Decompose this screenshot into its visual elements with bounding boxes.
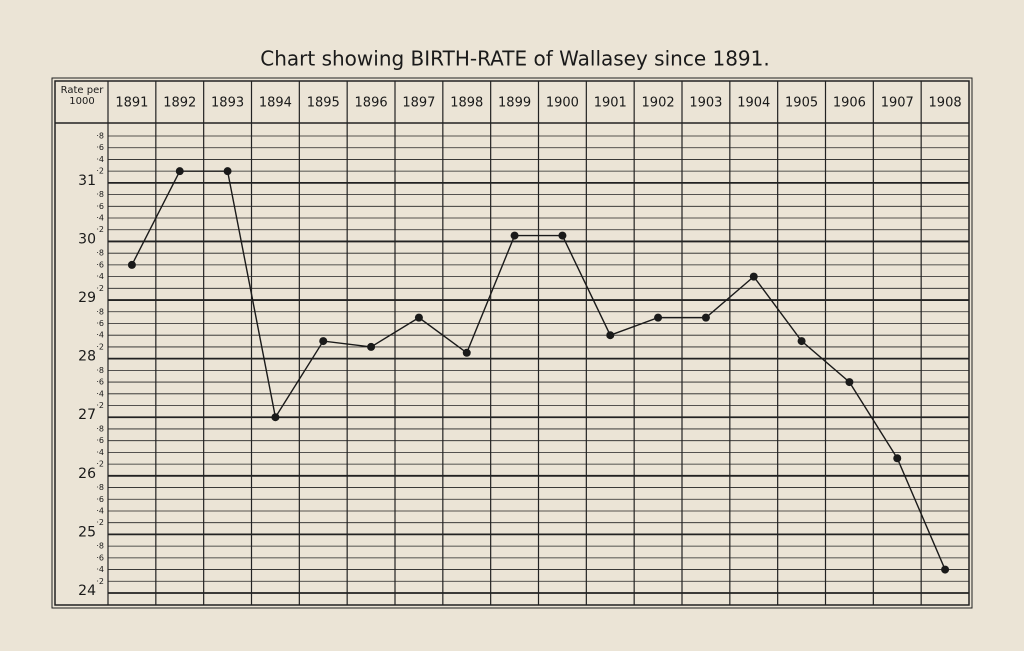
data-point: [271, 413, 280, 422]
y-tick-label: ·2: [96, 284, 104, 293]
x-tick-label: 1906: [833, 96, 866, 111]
data-point: [414, 313, 423, 322]
data-point: [606, 331, 615, 340]
data-point: [749, 272, 758, 281]
y-tick-label: ·4: [96, 214, 104, 223]
x-tick-label: 1907: [881, 96, 914, 111]
y-tick-label: ·4: [96, 331, 104, 340]
y-tick-label: ·4: [96, 155, 104, 164]
data-point: [319, 337, 328, 346]
y-tick-label: ·8: [96, 542, 104, 551]
x-tick-label: 1908: [929, 96, 962, 111]
y-tick-label: ·6: [96, 495, 104, 504]
chart-title: Chart showing BIRTH-RATE of Wallasey sin…: [260, 47, 770, 71]
x-tick-label: 1901: [594, 96, 627, 111]
data-point: [654, 313, 663, 322]
data-point: [893, 454, 902, 463]
y-tick-label: 31: [78, 173, 96, 189]
y-tick-label: ·4: [96, 506, 104, 515]
y-tick-label: 25: [78, 524, 96, 540]
data-point: [797, 337, 806, 346]
y-tick-label: ·2: [96, 342, 104, 351]
x-tick-label: 1895: [307, 96, 340, 111]
y-tick-label: ·8: [96, 190, 104, 199]
data-point: [127, 260, 136, 269]
data-point: [701, 313, 710, 322]
y-label-box: Rate per 1000: [60, 85, 104, 107]
y-tick-label: ·6: [96, 436, 104, 445]
y-tick-label: ·8: [96, 249, 104, 258]
y-tick-label: ·4: [96, 448, 104, 457]
x-tick-label: 1896: [355, 96, 388, 111]
data-point: [223, 167, 232, 176]
y-tick-label: ·6: [96, 202, 104, 211]
x-tick-label: 1902: [642, 96, 675, 111]
data-point: [941, 565, 950, 574]
data-point: [845, 378, 854, 387]
data-line: [131, 170, 946, 570]
y-tick-label: ·4: [96, 389, 104, 398]
y-axis-label: Rate per 1000: [60, 85, 104, 107]
y-tick-label: ·8: [96, 366, 104, 375]
y-tick-label: ·6: [96, 378, 104, 387]
y-tick-label: ·2: [96, 225, 104, 234]
x-tick-label: 1891: [115, 96, 148, 111]
x-tick-label: 1900: [546, 96, 579, 111]
frame: [54, 80, 970, 606]
y-tick-label: 30: [78, 231, 96, 247]
x-tick-label: 1897: [402, 96, 435, 111]
data-point: [367, 342, 376, 351]
y-tick-label: ·4: [96, 565, 104, 574]
x-tick-label: 1892: [163, 96, 196, 111]
data-point: [510, 231, 519, 240]
y-tick-label: ·6: [96, 553, 104, 562]
y-tick-label: 28: [78, 349, 96, 365]
x-tick-label: 1903: [689, 96, 722, 111]
x-tick-label: 1905: [785, 96, 818, 111]
y-tick-label: ·2: [96, 401, 104, 410]
y-tick-label: ·8: [96, 307, 104, 316]
y-tick-label: ·2: [96, 167, 104, 176]
x-tick-label: 1898: [450, 96, 483, 111]
y-tick-label: 29: [78, 290, 96, 306]
y-tick-label: ·8: [96, 483, 104, 492]
y-tick-label: ·6: [96, 319, 104, 328]
x-tick-label: 1893: [211, 96, 244, 111]
y-tick-label: ·2: [96, 460, 104, 469]
y-tick-label: ·4: [96, 272, 104, 281]
y-tick-label: ·6: [96, 143, 104, 152]
y-tick-label: 24: [78, 583, 96, 599]
y-tick-label: 27: [78, 407, 96, 423]
data-point: [175, 167, 184, 176]
y-tick-label: ·2: [96, 577, 104, 586]
y-tick-label: ·6: [96, 260, 104, 269]
outer-frame: [51, 77, 973, 609]
y-tick-label: ·2: [96, 518, 104, 527]
data-point: [462, 348, 471, 357]
x-tick-label: 1899: [498, 96, 531, 111]
y-tick-label: 26: [78, 466, 96, 482]
y-tick-label: ·8: [96, 132, 104, 141]
x-tick-label: 1904: [737, 96, 770, 111]
x-tick-label: 1894: [259, 96, 292, 111]
data-point: [558, 231, 567, 240]
y-tick-label: ·8: [96, 424, 104, 433]
